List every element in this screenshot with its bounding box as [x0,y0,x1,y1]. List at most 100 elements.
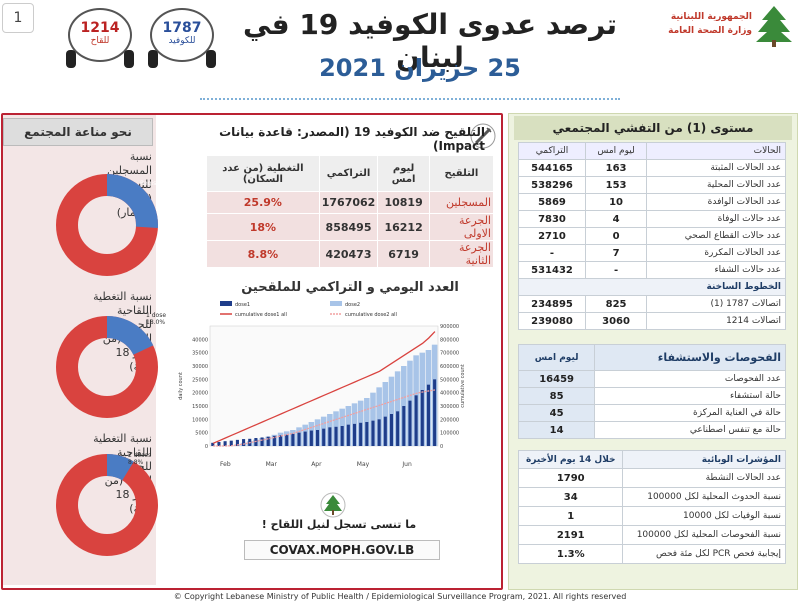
registered-donut-chart [56,174,158,276]
cell-coverage: 8.8% [206,240,320,268]
donut-filled-arc [56,454,158,556]
dose1-bar [242,439,246,446]
row-label: حالة مع تنفس اصطناعي [594,421,786,439]
y-tick-label: 0 [205,444,208,450]
y2-tick-label: 900000 [440,324,459,330]
cell-cumulative: 1767062 [318,191,379,214]
covid-hotline-badge: 1787 للكوفيد [148,8,216,68]
row-label: عدد الحالات المكررة [646,244,786,262]
vaccine-hotline-number: 1214 [80,20,120,36]
registration-url[interactable]: COVAX.MOPH.GOV.LB [244,540,440,560]
row-label: حالة في العناية المركزة [594,404,786,422]
cell-yesterday: 153 [584,176,648,194]
dose1-bar [433,379,437,446]
hotlines-heading: الخطوط الساخنة [518,278,786,296]
dose2-bar [382,382,389,446]
table-header: التراكمي [518,142,586,160]
cell-value: 1 [517,506,624,526]
y2-tick-label: 600000 [440,364,459,370]
table-header: التلقيح [428,155,495,192]
cell-value: 16459 [517,370,596,388]
table-row: إيجابية فحص PCR لكل مئة فحص 1.3% [517,544,786,564]
month-label: Jun [401,461,412,468]
dose1-bar [371,420,375,446]
cell-value: 1.3% [517,544,624,564]
table-row: حالة مع تنفس اصطناعي 14 [517,421,786,439]
cell-coverage: 25.9% [206,191,320,214]
table-header: ليوم امس [584,142,648,160]
row-label: الجرعة الثانية [428,240,495,268]
ministry-name-line2: وزارة الصحة العامة [668,26,752,36]
first-dose-donut-chart [56,316,158,418]
cell-value: 14 [517,421,596,439]
table-row: اتصالات 1787 (1) 825 234895 [518,295,786,313]
cell-cumulative: 858495 [318,213,379,241]
dose2-bar [394,371,401,446]
row-label: عدد الحالات المحلية [646,176,786,194]
dose1-bar [346,424,350,446]
dose1-bar [303,431,307,446]
table-row: نسبة الوفيات لكل 10000 1 [517,506,786,526]
table-row: عدد حالات الشفاء -531432 [518,261,786,279]
legend-label: dose1 [235,302,250,308]
cell-cumulative: - [518,244,586,262]
y2-tick-label: 400000 [440,391,459,397]
table-row: المسجلين 10819 1767062 25.9% [206,191,495,214]
dose2-bar [370,392,376,446]
cedar-small-icon [320,492,346,518]
cell-yesterday: 4 [584,210,648,228]
row-label: عدد الحالات المثبتة [646,159,786,177]
donut3-tag: 2 doses 8.8% [128,452,151,466]
table-header-row: الحالات ليوم امس التراكمي [518,142,786,160]
row-label: عدد حالات الشفاء [646,261,786,279]
headset-left-icon [148,50,158,68]
dose1-bar [352,423,357,446]
registration-message: ما تنسى تسجل لنيل اللقاح ! [261,518,417,531]
ministry-name-line1: الجمهورية اللبنانية [670,12,752,22]
dose1-bar [309,430,313,446]
y-tick-label: 5000 [195,431,208,437]
row-label: نسبة الحدوث المحلية لكل 100000 [622,487,786,507]
y-tick-label: 15000 [192,404,208,410]
cell-yesterday: 10 [584,193,648,211]
vaccine-hotline-badge: 1214 للقاح [66,8,134,68]
y-axis-label: daily count [178,372,184,400]
table-row: عدد الحالات المحلية 153 538296 [518,176,786,194]
cell-yesterday: 10819 [377,191,430,214]
report-date: 25 حزيران 2021 [319,54,521,82]
table-header: خلال 14 يوم الأخيرة [517,450,624,469]
row-label: عدد الفحوصات [594,370,786,388]
headset-left-icon [66,50,76,68]
row-label: نسبة الفحوصات المحلية لكل 100000 [622,525,786,545]
covid-hotline-label: للكوفيد [168,36,196,46]
cell-yesterday: 3060 [584,312,648,330]
second-dose-donut-chart [56,454,158,556]
header-divider [200,98,620,100]
row-label: حالة استشفاء [594,387,786,405]
row-label: إيجابية فحص PCR لكل مئة فحص [622,544,786,564]
vaccine-hotline-label: للقاح [90,36,110,46]
table-header: ليوم امس [517,344,596,371]
vaccination-title: التلقيح ضد الكوفيد 19 (المصدر: قاعدة بيا… [219,125,485,153]
table-row: نسبة الحدوث المحلية لكل 100000 34 [517,487,786,507]
dose1-bar [279,435,283,446]
table-header: التراكمي [318,155,379,192]
indicators-heading: المؤشرات الوبائية [622,450,786,469]
legend-label: cumulative dose1 all [235,312,287,318]
dose1-bar [396,411,400,446]
cell-yesterday: 825 [584,295,648,313]
y-tick-label: 10000 [192,417,208,423]
dose1-bar [389,414,394,446]
month-label: Feb [220,461,231,468]
y2-tick-label: 100000 [440,431,459,437]
dose1-bar [260,437,264,446]
cell-cumulative: 420473 [318,240,379,268]
row-label: عدد الحالات الوافدة [646,193,786,211]
table-header-row: الفحوصات والاستشفاء ليوم امس [517,344,786,371]
cell-cumulative: 239080 [518,312,586,330]
cell-value: 1790 [517,468,624,488]
lab-hospitalization-table: الفحوصات والاستشفاء ليوم امس عدد الفحوصا… [517,344,786,439]
month-label: May [357,461,370,468]
donut3-tag-value: 8.8% [128,459,144,466]
dose1-bar [414,395,418,446]
